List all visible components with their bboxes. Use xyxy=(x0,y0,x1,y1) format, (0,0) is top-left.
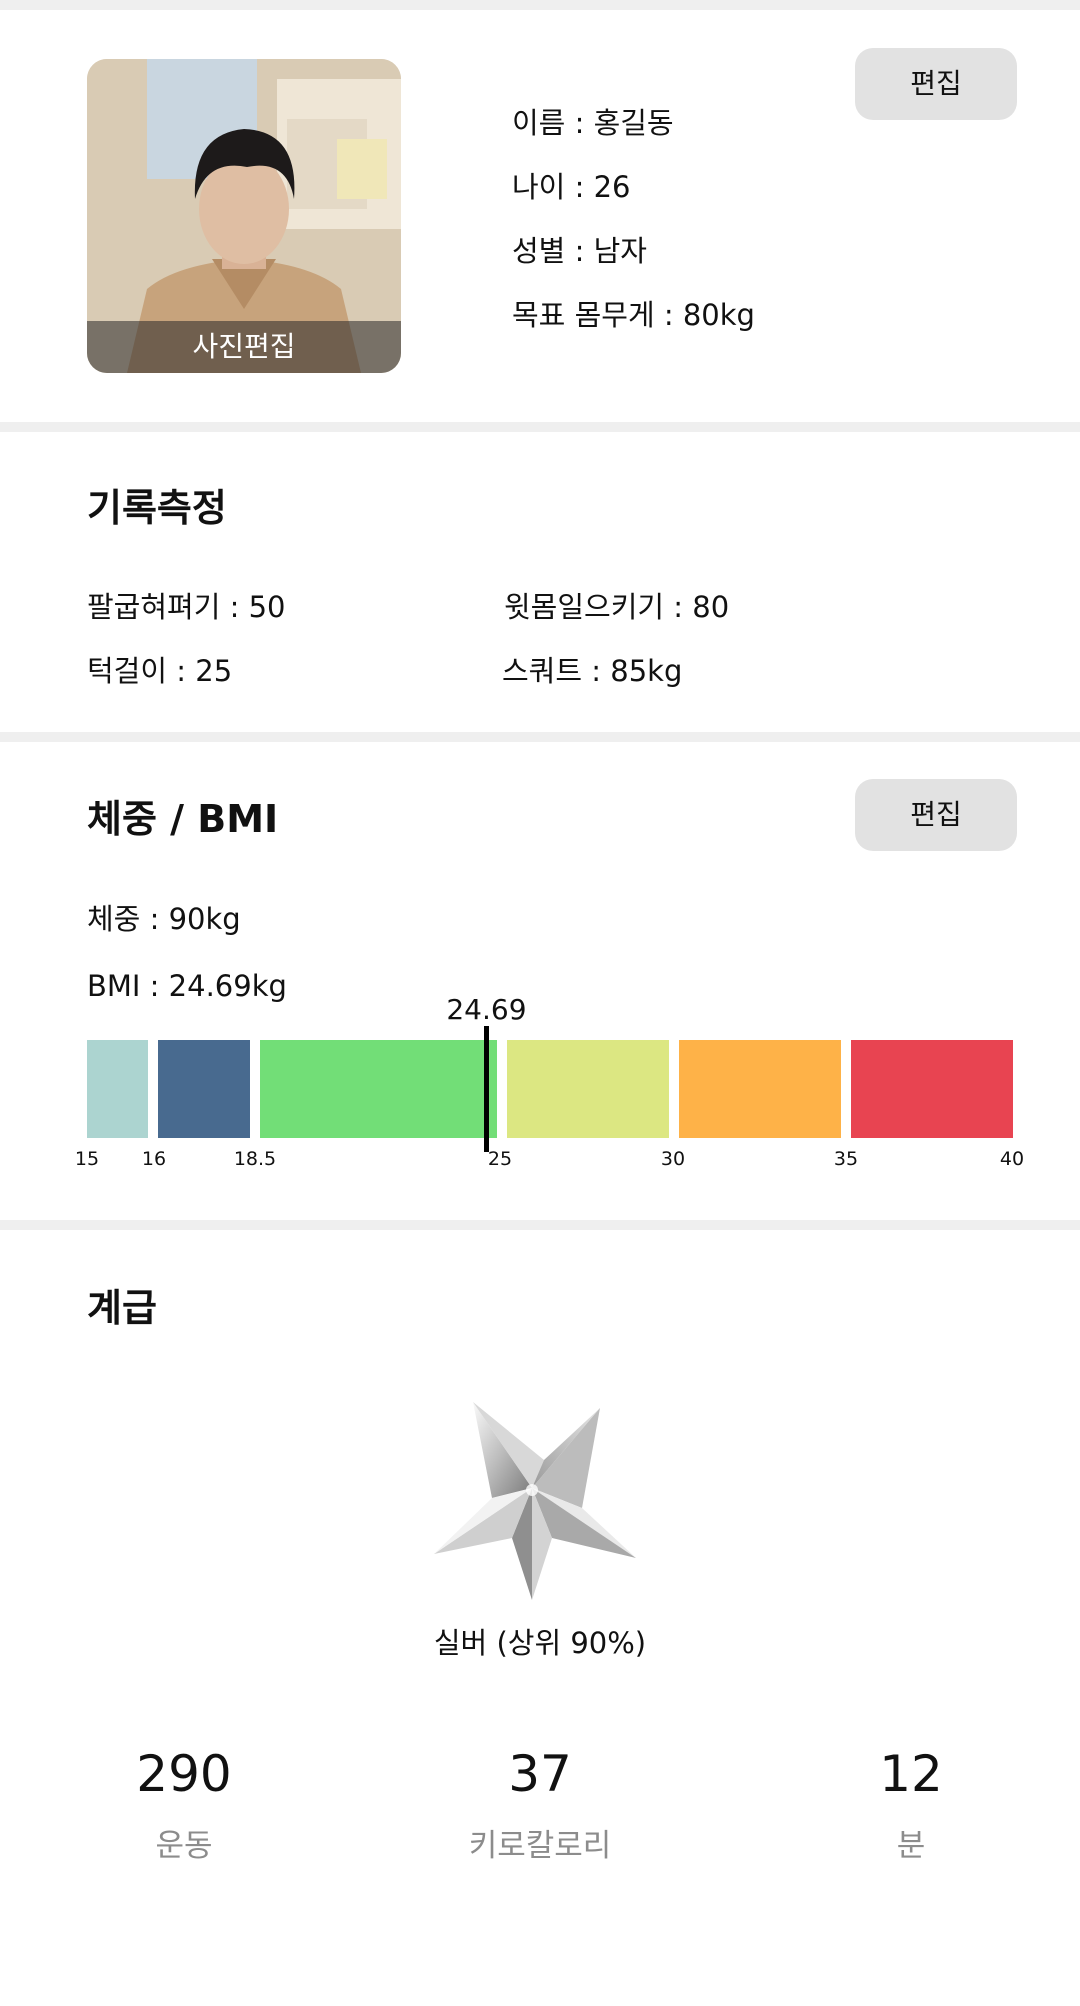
situps-record: 윗몸일으키기 : 80 xyxy=(504,590,730,624)
minutes-value: 12 xyxy=(879,1745,943,1803)
bmi-tick-label: 18.5 xyxy=(233,1148,277,1170)
bmi-tick-label: 30 xyxy=(660,1148,686,1170)
bmi-marker xyxy=(484,1026,490,1152)
bmi-tick-label: 15 xyxy=(74,1148,100,1170)
calories-value: 37 xyxy=(508,1745,572,1803)
profile-photo[interactable]: 사진편집 xyxy=(87,59,401,373)
exercise-label: 운동 xyxy=(155,1828,213,1864)
top-divider xyxy=(0,0,1080,10)
rank-label: 실버 (상위 90%) xyxy=(433,1626,647,1660)
grade-title: 계급 xyxy=(87,1286,157,1330)
bmi-text: BMI : 24.69kg xyxy=(87,969,287,1003)
silver-star-icon xyxy=(432,1398,638,1602)
pushups-record: 팔굽혀펴기 : 50 xyxy=(87,590,286,624)
calories-label: 키로칼로리 xyxy=(468,1828,612,1864)
photo-edit-label[interactable]: 사진편집 xyxy=(87,321,401,373)
profile-edit-button[interactable]: 편집 xyxy=(855,48,1017,120)
minutes-label: 분 xyxy=(896,1828,926,1864)
squat-record: 스쿼트 : 85kg xyxy=(502,654,683,688)
bmi-tick-label: 35 xyxy=(833,1148,859,1170)
bmi-segment-underweight-severe xyxy=(87,1040,148,1138)
bmi-tick-label: 25 xyxy=(487,1148,513,1170)
section-divider xyxy=(0,1220,1080,1230)
goal-weight-text: 목표 몸무게 : 80kg xyxy=(512,298,755,332)
bmi-segment-underweight xyxy=(158,1040,250,1138)
gender-text: 성별 : 남자 xyxy=(512,234,647,268)
bmi-marker-value: 24.69 xyxy=(446,993,527,1026)
weight-bmi-title: 체중 / BMI xyxy=(87,797,279,841)
name-text: 이름 : 홍길동 xyxy=(512,106,674,140)
bmi-segment-normal xyxy=(260,1040,497,1138)
section-divider xyxy=(0,422,1080,432)
weight-text: 체중 : 90kg xyxy=(87,902,241,936)
bmi-segment-obese xyxy=(679,1040,841,1138)
section-divider xyxy=(0,732,1080,742)
exercise-count: 290 xyxy=(136,1745,232,1803)
bmi-tick-label: 40 xyxy=(999,1148,1025,1170)
bmi-segment-severely-obese xyxy=(851,1040,1013,1138)
records-title: 기록측정 xyxy=(87,486,227,530)
age-text: 나이 : 26 xyxy=(512,170,631,204)
weight-edit-button[interactable]: 편집 xyxy=(855,779,1017,851)
bmi-tick-label: 16 xyxy=(141,1148,167,1170)
pullups-record: 턱걸이 : 25 xyxy=(87,654,233,688)
bmi-segment-overweight xyxy=(507,1040,669,1138)
